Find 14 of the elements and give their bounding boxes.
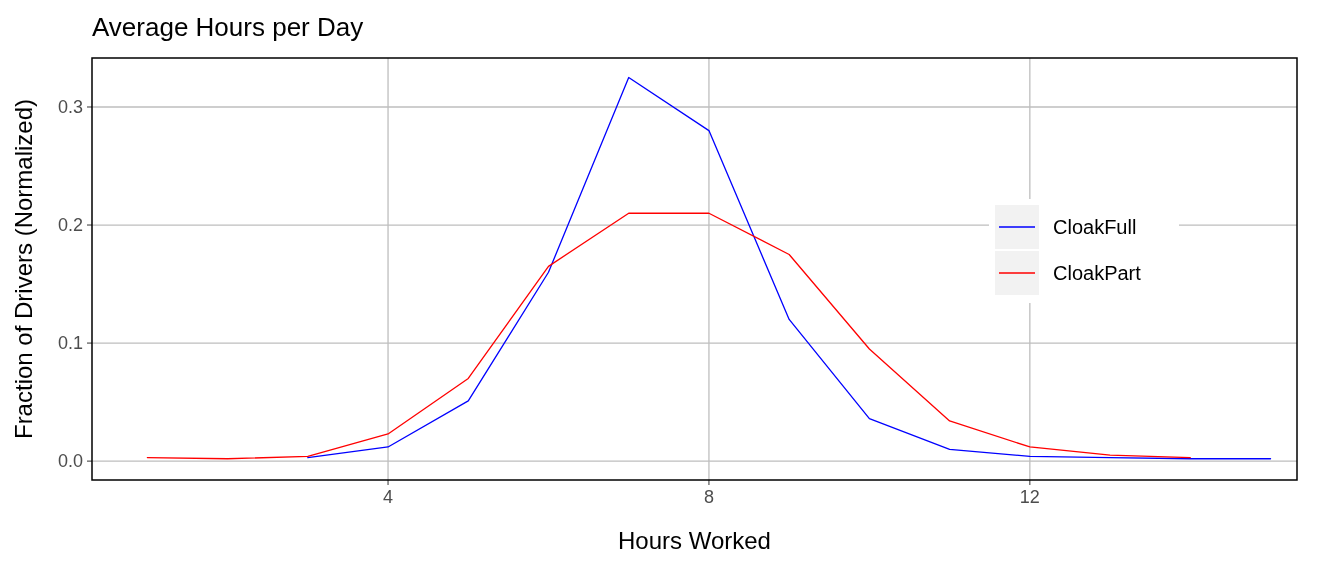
- y-tick-label: 0.3: [57, 96, 83, 117]
- y-tick-label: 0.1: [57, 333, 83, 354]
- line-series: [146, 212, 1191, 460]
- y-axis-title: Fraction of Drivers (Normalized): [10, 98, 37, 440]
- x-tick-label: 8: [703, 487, 714, 507]
- legend-label: CloakFull: [1053, 216, 1137, 238]
- x-tick-label: 12: [1019, 487, 1040, 507]
- x-axis-title: Hours Worked: [618, 527, 771, 554]
- x-tick-label: 4: [383, 487, 394, 507]
- line-series: [307, 76, 1272, 460]
- y-tick-label: 0.0: [57, 451, 83, 472]
- legend-label: CloakPart: [1053, 262, 1142, 284]
- y-tick-label: 0.2: [57, 215, 83, 236]
- chart-title: Average Hours per Day: [92, 12, 364, 42]
